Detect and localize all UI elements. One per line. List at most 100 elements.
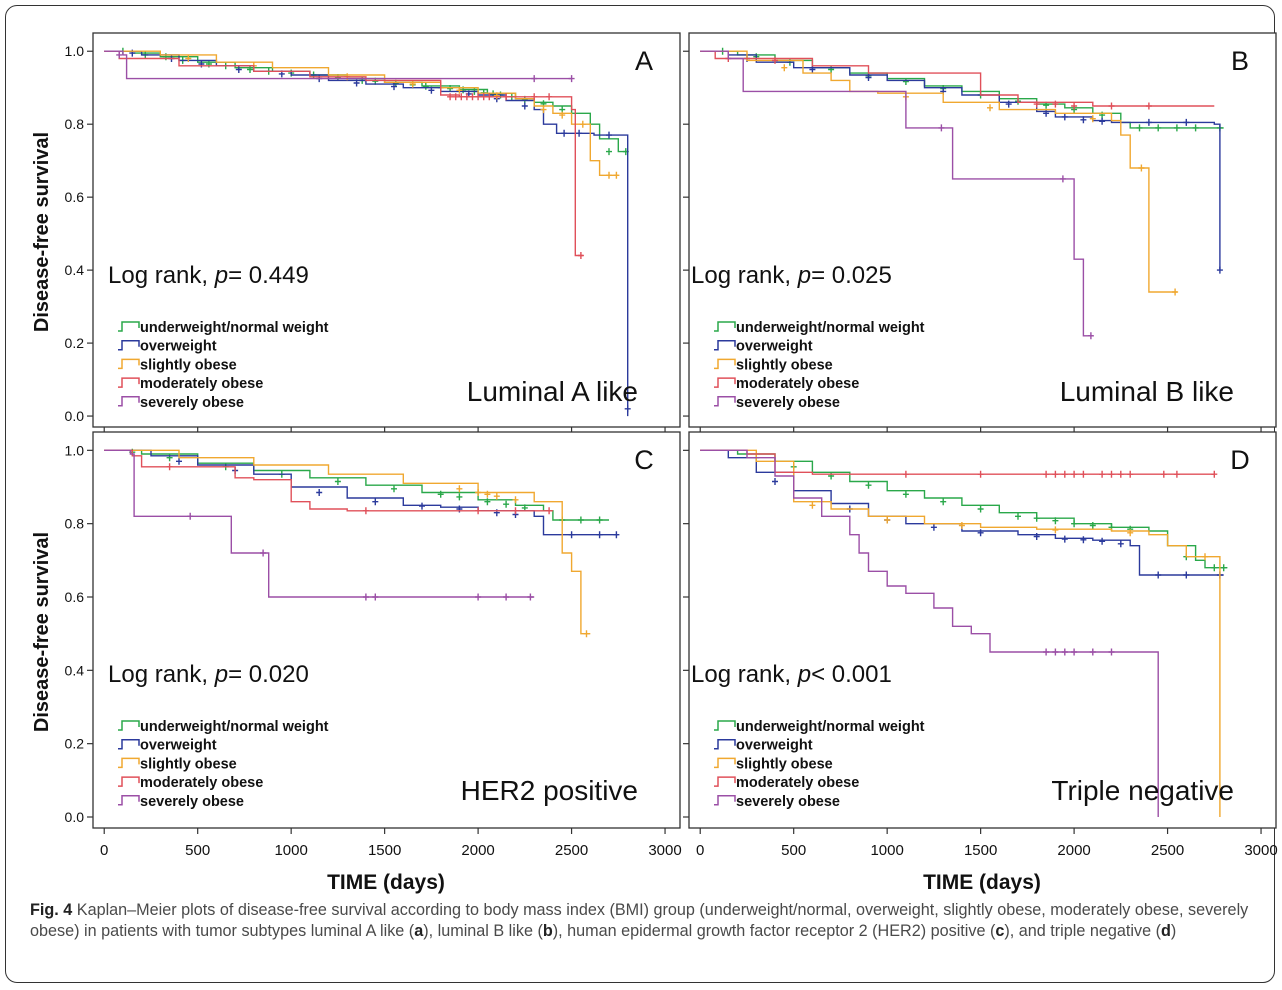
censor-mark-overweight bbox=[613, 531, 620, 539]
censor-mark-overweight bbox=[1080, 116, 1087, 124]
censor-mark-severely-obese bbox=[260, 549, 267, 557]
legend-label: underweight/normal weight bbox=[736, 719, 925, 735]
x-tick-label: 3000 bbox=[1244, 842, 1277, 859]
censor-mark-moderately-obese bbox=[1099, 470, 1106, 478]
y-tick-label: 1.0 bbox=[65, 442, 85, 458]
legend: underweight/normal weight overweight sligh… bbox=[118, 719, 329, 810]
censor-mark-moderately-obese bbox=[1108, 470, 1115, 478]
legend-label: overweight bbox=[736, 738, 813, 754]
censor-mark-moderately-obese bbox=[1052, 100, 1059, 108]
caption-text-5: ) bbox=[1170, 922, 1177, 940]
series-line-severely-obese bbox=[700, 449, 1159, 817]
censor-mark-severely-obese bbox=[372, 593, 379, 601]
y-tick-label: 0.6 bbox=[65, 189, 85, 205]
censor-mark-severely-obese bbox=[527, 593, 534, 601]
caption-ref-d: d bbox=[1160, 922, 1171, 940]
censor-mark-severely-obese bbox=[568, 75, 575, 83]
censor-mark-slightly-obese bbox=[1138, 164, 1145, 172]
censor-mark-underweight-normal-weight bbox=[1220, 564, 1227, 572]
y-tick-label: 0.2 bbox=[65, 736, 85, 752]
censor-mark-underweight-normal-weight bbox=[1089, 522, 1096, 529]
censor-mark-severely-obese bbox=[1043, 648, 1050, 656]
legend-swatch bbox=[714, 321, 736, 332]
censor-mark-underweight-normal-weight bbox=[902, 78, 909, 85]
censor-mark-slightly-obese bbox=[475, 489, 482, 496]
censor-mark-slightly-obese bbox=[884, 516, 891, 524]
legend-swatch bbox=[118, 358, 140, 370]
censor-mark-moderately-obese bbox=[902, 470, 909, 478]
censor-mark-moderately-obese bbox=[1071, 470, 1078, 478]
caption-text-2: ), luminal B like ( bbox=[423, 922, 543, 940]
y-tick-label: 0.0 bbox=[65, 809, 85, 825]
censor-mark-moderately-obese bbox=[512, 507, 519, 515]
y-tick-label: 0.4 bbox=[65, 662, 85, 678]
legend-swatch bbox=[714, 738, 736, 750]
y-axis-label-top: Disease-free survival bbox=[31, 132, 53, 332]
censor-mark-underweight-normal-weight bbox=[577, 516, 584, 524]
figure-caption: Fig. 4 Kaplan–Meier plots of disease-fre… bbox=[30, 900, 1260, 942]
series-line-moderately-obese bbox=[700, 50, 1215, 107]
legend-swatch bbox=[714, 358, 736, 370]
legend: underweight/normal weight overweight sligh… bbox=[714, 719, 925, 810]
legend-label: overweight bbox=[140, 339, 217, 355]
censor-mark-underweight-normal-weight bbox=[596, 516, 603, 524]
legend-swatch bbox=[118, 339, 140, 351]
censor-mark-slightly-obese bbox=[493, 92, 500, 100]
x-tick-label: 2500 bbox=[1151, 842, 1184, 859]
censor-mark-slightly-obese bbox=[579, 120, 586, 128]
log-rank-text: Log rank, p< 0.001 bbox=[691, 661, 892, 688]
censor-mark-slightly-obese bbox=[1172, 288, 1179, 296]
series-line-severely-obese bbox=[104, 50, 572, 80]
panel-c-plot-area bbox=[104, 448, 620, 638]
censor-mark-moderately-obese bbox=[977, 470, 984, 478]
x-tick-label: 1000 bbox=[870, 842, 903, 859]
y-tick-label: 0.8 bbox=[65, 116, 85, 132]
legend: underweight/normal weight overweight sligh… bbox=[714, 320, 925, 411]
legend-label: severely obese bbox=[736, 794, 840, 810]
subtype-label: HER2 positive bbox=[461, 775, 638, 806]
censor-mark-overweight bbox=[865, 74, 872, 81]
censor-mark-moderately-obese bbox=[1108, 102, 1115, 110]
panel-letter: B bbox=[1231, 46, 1249, 76]
censor-mark-overweight bbox=[1099, 537, 1106, 545]
panel-a-plot-area bbox=[104, 47, 631, 417]
legend-label: overweight bbox=[736, 339, 813, 355]
censor-mark-slightly-obese bbox=[1202, 553, 1208, 561]
censor-mark-moderately-obese bbox=[1173, 470, 1180, 478]
censor-mark-moderately-obese bbox=[1117, 470, 1124, 478]
series-line-overweight bbox=[104, 50, 629, 417]
censor-mark-overweight bbox=[624, 405, 631, 413]
subtype-label: Luminal A like bbox=[467, 376, 638, 407]
legend-label: moderately obese bbox=[140, 775, 263, 791]
censor-mark-overweight bbox=[391, 83, 397, 91]
panel-b-plot-area bbox=[700, 47, 1224, 340]
censor-mark-overweight bbox=[316, 489, 323, 496]
caption-ref-c: c bbox=[995, 922, 1005, 940]
panel-a-frame bbox=[92, 32, 681, 428]
caption-ref-a: a bbox=[414, 922, 424, 940]
caption-text-4: ), and triple negative ( bbox=[1004, 922, 1161, 940]
legend-label: overweight bbox=[140, 738, 217, 754]
censor-mark-moderately-obese bbox=[452, 93, 459, 101]
legend-label: underweight/normal weight bbox=[140, 719, 329, 735]
series-line-severely-obese bbox=[700, 50, 1093, 337]
legend-label: slightly obese bbox=[736, 756, 833, 772]
censor-mark-overweight bbox=[1099, 117, 1106, 125]
censor-mark-underweight-normal-weight bbox=[391, 485, 397, 493]
legend-label: underweight/normal weight bbox=[736, 320, 925, 336]
censor-mark-moderately-obese bbox=[531, 93, 538, 101]
censor-mark-moderately-obese bbox=[362, 507, 369, 515]
censor-mark-moderately-obese bbox=[577, 252, 584, 259]
censor-mark-overweight bbox=[977, 529, 984, 537]
censor-mark-overweight bbox=[1155, 571, 1162, 579]
censor-mark-overweight bbox=[568, 531, 575, 539]
censor-mark-overweight bbox=[353, 79, 360, 87]
panel-b-frame bbox=[688, 32, 1277, 428]
series-line-moderately-obese bbox=[104, 449, 553, 512]
censor-mark-severely-obese bbox=[1087, 332, 1094, 340]
series-line-moderately-obese bbox=[104, 50, 583, 257]
panel-d-plot-area bbox=[700, 449, 1228, 817]
legend-swatch bbox=[118, 396, 140, 407]
censor-mark-underweight-normal-weight bbox=[456, 493, 463, 501]
censor-mark-underweight-normal-weight bbox=[1173, 124, 1180, 132]
